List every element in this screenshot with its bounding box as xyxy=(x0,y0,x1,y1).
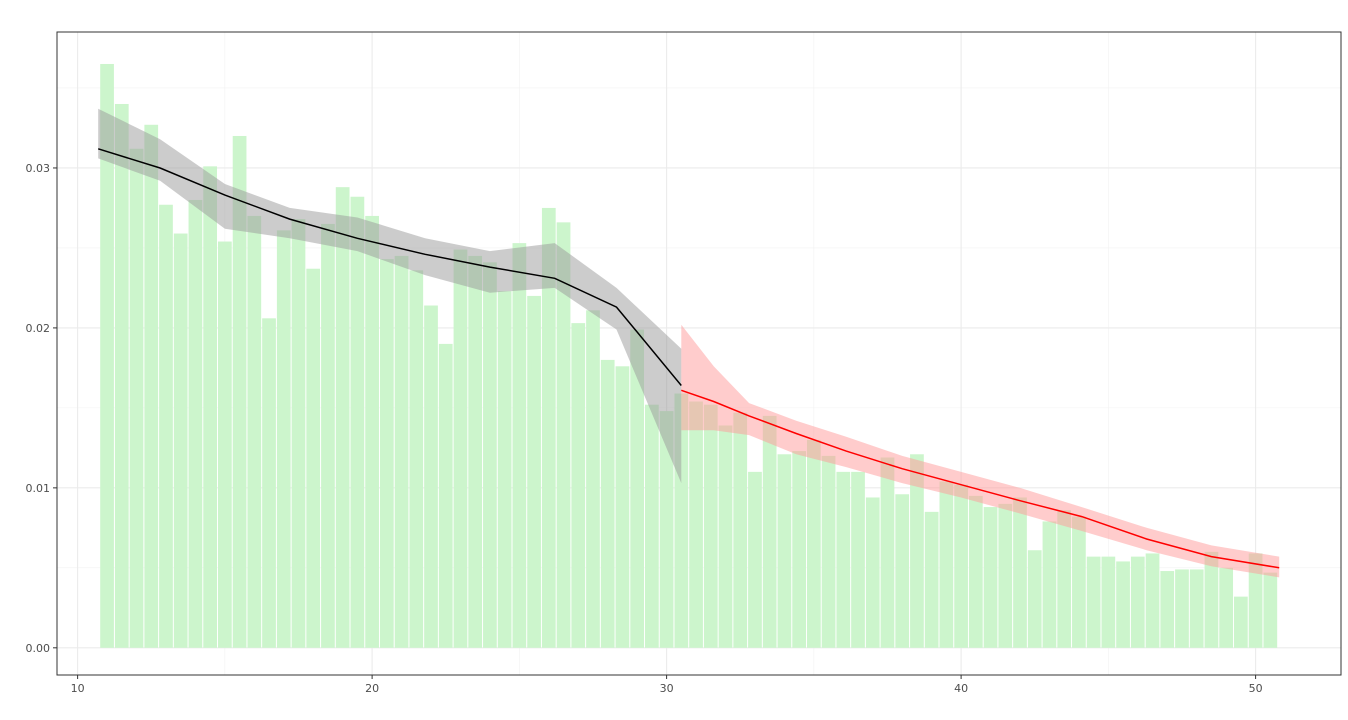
bar xyxy=(218,241,232,648)
bar xyxy=(1175,569,1189,648)
bar xyxy=(659,411,674,648)
x-axis: 10 20 30 40 50 xyxy=(71,675,1263,695)
bar xyxy=(968,495,983,648)
bars xyxy=(100,63,1278,648)
bar xyxy=(232,135,247,648)
x-tick-label: 40 xyxy=(954,682,968,695)
bar xyxy=(321,223,335,648)
bar xyxy=(527,295,541,648)
series-line-0 xyxy=(97,148,682,386)
bar xyxy=(777,454,792,648)
x-tick-label: 20 xyxy=(365,682,379,695)
series-lines xyxy=(97,148,1280,569)
bar xyxy=(630,329,645,648)
bar xyxy=(379,259,394,648)
bar xyxy=(247,215,262,648)
bar xyxy=(1027,550,1042,648)
bar xyxy=(409,270,424,648)
bar xyxy=(114,103,129,648)
bar xyxy=(144,124,159,648)
bar xyxy=(453,249,468,648)
bar xyxy=(188,199,203,648)
bar xyxy=(733,412,748,648)
bar xyxy=(865,497,880,648)
bar xyxy=(541,207,556,648)
bar xyxy=(895,494,910,648)
bar xyxy=(571,323,586,648)
bar xyxy=(910,454,924,648)
bar xyxy=(556,222,571,648)
y-tick-label: 0.02 xyxy=(26,322,51,335)
bar xyxy=(1204,551,1219,648)
bar xyxy=(262,318,276,648)
bar xyxy=(129,148,144,648)
bar xyxy=(424,305,438,648)
series-line-1 xyxy=(681,389,1280,569)
bar xyxy=(291,219,306,648)
bar xyxy=(512,243,527,648)
y-tick-label: 0.03 xyxy=(26,162,51,175)
bar xyxy=(468,255,483,648)
bar xyxy=(335,187,350,648)
confidence-band-1 xyxy=(681,324,1280,578)
bar xyxy=(851,471,865,648)
bar xyxy=(615,366,630,648)
x-tick-label: 50 xyxy=(1249,682,1263,695)
bar xyxy=(100,63,114,648)
bar xyxy=(1101,556,1116,648)
bar xyxy=(1057,510,1072,648)
bar xyxy=(600,359,615,648)
bar xyxy=(365,215,379,648)
bar xyxy=(1013,497,1027,648)
bar xyxy=(1219,567,1234,648)
bar xyxy=(173,233,188,648)
y-tick-label: 0.00 xyxy=(26,642,51,655)
bar xyxy=(1160,571,1175,648)
bar xyxy=(792,451,806,648)
bar xyxy=(1042,521,1057,648)
bar xyxy=(586,310,600,648)
bar xyxy=(880,457,895,648)
x-tick-label: 30 xyxy=(660,682,674,695)
bar xyxy=(983,507,998,648)
bar xyxy=(1116,561,1130,648)
bar xyxy=(350,196,365,648)
bar xyxy=(939,481,954,648)
bar xyxy=(159,204,173,648)
bar xyxy=(438,343,453,648)
bar xyxy=(954,484,968,648)
bar xyxy=(306,268,321,648)
bar xyxy=(203,166,217,648)
bar xyxy=(394,255,409,648)
bar xyxy=(1086,556,1101,648)
bar xyxy=(1145,553,1160,648)
bar xyxy=(836,471,851,648)
bar xyxy=(1130,556,1145,648)
bar xyxy=(689,401,703,648)
bar xyxy=(924,511,939,648)
bar xyxy=(1248,553,1263,648)
bar xyxy=(1263,572,1278,648)
plot-panel-border xyxy=(56,31,1342,676)
bar xyxy=(806,439,821,648)
bar xyxy=(703,404,718,648)
bar xyxy=(1234,596,1248,648)
bar xyxy=(483,262,497,648)
y-tick-label: 0.01 xyxy=(26,482,51,495)
bar xyxy=(762,415,777,648)
y-axis: 0.00 0.01 0.02 0.03 xyxy=(26,162,57,655)
bar xyxy=(645,404,659,648)
bar xyxy=(748,471,762,648)
bar xyxy=(718,425,733,648)
bar xyxy=(821,455,836,648)
bar xyxy=(1072,516,1086,648)
bar xyxy=(497,291,512,648)
bar xyxy=(276,230,291,648)
bar xyxy=(1189,569,1204,648)
x-tick-label: 10 xyxy=(71,682,85,695)
bar xyxy=(998,503,1013,648)
